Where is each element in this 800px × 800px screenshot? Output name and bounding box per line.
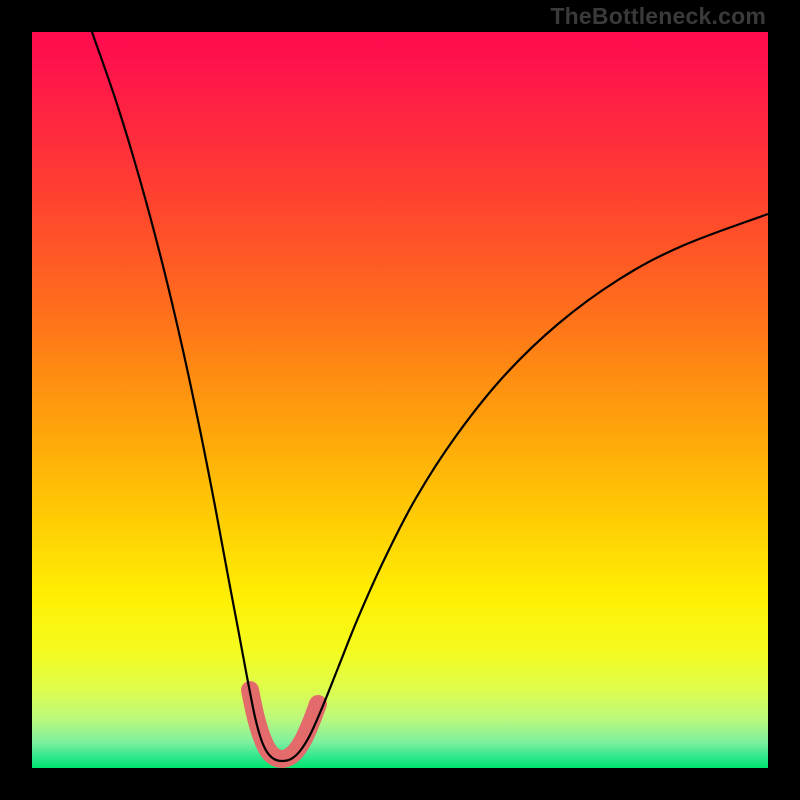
watermark-text: TheBottleneck.com (550, 3, 766, 30)
bottleneck-v-curve (92, 32, 768, 761)
curve-layer (32, 32, 768, 768)
chart-frame: TheBottleneck.com (0, 0, 800, 800)
plot-area (32, 32, 768, 768)
v-bottom-highlight (250, 690, 318, 759)
